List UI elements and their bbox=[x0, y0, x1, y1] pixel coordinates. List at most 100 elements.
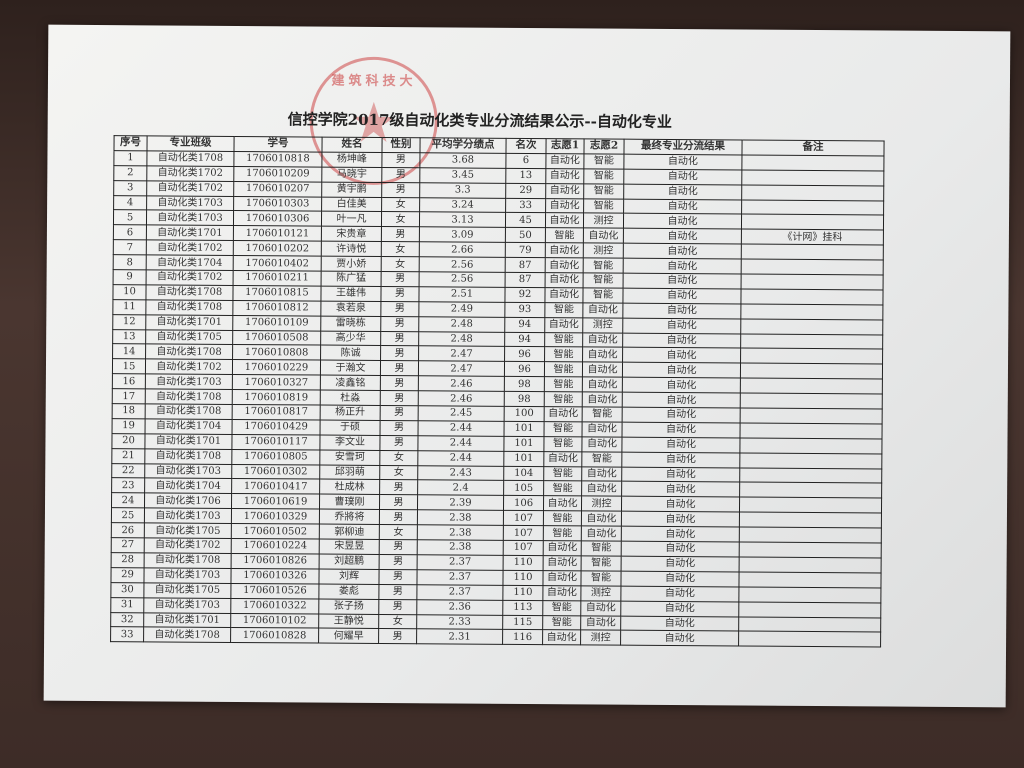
cell-choice-1: 自动化 bbox=[545, 242, 584, 259]
cell-class: 自动化类1708 bbox=[145, 284, 234, 301]
cell-gender: 男 bbox=[380, 316, 419, 332]
header-gender: 性别 bbox=[381, 137, 421, 153]
cell-seq: 20 bbox=[111, 433, 146, 449]
cell-choice-1: 智能 bbox=[542, 600, 581, 616]
cell-name: 陈广猛 bbox=[321, 271, 382, 287]
cell-student-id: 1706010102 bbox=[230, 612, 319, 629]
cell-choice-2: 自动化 bbox=[581, 481, 622, 497]
cell-final-result: 自动化 bbox=[622, 377, 741, 394]
cell-rank: 87 bbox=[505, 257, 546, 273]
cell-student-id: 1706010327 bbox=[232, 374, 321, 391]
cell-final-result: 自动化 bbox=[622, 392, 741, 409]
cell-name: 安雪珂 bbox=[319, 449, 380, 466]
cell-class: 自动化类1701 bbox=[146, 225, 234, 241]
cell-name: 王静悦 bbox=[318, 613, 379, 629]
cell-remark bbox=[741, 154, 884, 171]
cell-remark bbox=[739, 437, 883, 454]
cell-class: 自动化类1703 bbox=[146, 195, 234, 211]
cell-gpa: 2.38 bbox=[417, 539, 504, 556]
cell-final-result: 自动化 bbox=[623, 183, 742, 200]
cell-final-result: 自动化 bbox=[623, 243, 742, 260]
cell-seq: 16 bbox=[112, 373, 146, 389]
cell-choice-2: 智能 bbox=[581, 555, 622, 571]
cell-choice-2: 自动化 bbox=[581, 511, 622, 527]
cell-choice-1: 智能 bbox=[544, 302, 583, 318]
cell-seq: 22 bbox=[111, 463, 145, 479]
cell-gpa: 3.09 bbox=[419, 227, 506, 243]
cell-class: 自动化类1702 bbox=[146, 180, 234, 197]
cell-remark bbox=[739, 467, 882, 484]
stamp-text: 建筑科技大 bbox=[331, 73, 417, 90]
cell-choice-2: 测控 bbox=[581, 496, 622, 512]
cell-seq: 12 bbox=[112, 314, 146, 330]
cell-remark bbox=[740, 363, 883, 380]
cell-final-result: 自动化 bbox=[623, 198, 742, 215]
cell-name: 马晓宇 bbox=[321, 166, 382, 183]
cell-remark bbox=[740, 333, 883, 350]
cell-gender: 男 bbox=[378, 599, 417, 615]
cell-student-id: 1706010828 bbox=[230, 627, 319, 644]
cell-name: 曹璞刚 bbox=[319, 494, 380, 510]
cell-rank: 115 bbox=[502, 614, 543, 631]
paper-document: 建筑科技大 信控学院2017级自动化类专业分流结果公示--自动化专业 序号 专业班… bbox=[43, 24, 1011, 708]
cell-seq: 8 bbox=[113, 254, 147, 270]
cell-seq: 3 bbox=[113, 180, 147, 196]
cell-choice-2: 测控 bbox=[580, 630, 621, 646]
cell-rank: 107 bbox=[503, 510, 544, 526]
cell-class: 自动化类1704 bbox=[145, 418, 233, 435]
cell-class: 自动化类1708 bbox=[144, 448, 232, 465]
cell-gpa: 3.13 bbox=[419, 212, 506, 228]
cell-gender: 女 bbox=[379, 465, 418, 481]
cell-remark bbox=[739, 452, 882, 469]
cell-choice-1: 智能 bbox=[544, 421, 583, 437]
cell-name: 贾小娇 bbox=[321, 256, 382, 272]
cell-rank: 110 bbox=[502, 585, 543, 601]
cell-choice-1: 自动化 bbox=[543, 555, 582, 571]
cell-gpa: 2.44 bbox=[418, 420, 505, 437]
cell-class: 自动化类1703 bbox=[146, 210, 234, 226]
cell-student-id: 1706010619 bbox=[231, 493, 320, 510]
cell-seq: 32 bbox=[110, 612, 144, 628]
cell-choice-1: 智能 bbox=[543, 436, 583, 452]
cell-choice-1: 智能 bbox=[543, 525, 582, 541]
cell-name: 王雄伟 bbox=[320, 285, 382, 302]
cell-choice-1: 自动化 bbox=[545, 183, 584, 199]
cell-name: 李文业 bbox=[319, 434, 381, 451]
cell-gender: 男 bbox=[380, 360, 419, 376]
cell-student-id: 1706010808 bbox=[232, 344, 321, 361]
cell-seq: 19 bbox=[112, 418, 146, 434]
cell-gpa: 2.43 bbox=[417, 465, 504, 481]
results-table: 序号 专业班级 学号 姓名 性别 平均学分绩点 名次 志愿1 志愿2 最终专业分流结果 备注 1 自动… bbox=[110, 135, 885, 648]
cell-seq: 27 bbox=[111, 537, 145, 553]
cell-class: 自动化类1701 bbox=[144, 433, 233, 450]
cell-class: 自动化类1702 bbox=[146, 165, 234, 182]
cell-rank: 13 bbox=[505, 168, 546, 184]
cell-gender: 男 bbox=[379, 494, 418, 511]
cell-gpa: 2.46 bbox=[418, 375, 505, 392]
cell-choice-2: 智能 bbox=[583, 153, 624, 169]
cell-choice-1: 自动化 bbox=[544, 406, 583, 422]
cell-seq: 17 bbox=[112, 388, 146, 404]
cell-gender: 男 bbox=[378, 569, 418, 585]
cell-remark bbox=[739, 542, 882, 558]
cell-gender: 男 bbox=[381, 167, 420, 183]
cell-final-result: 自动化 bbox=[622, 332, 741, 349]
cell-student-id: 1706010121 bbox=[233, 225, 322, 242]
cell-gender: 男 bbox=[380, 345, 419, 362]
cell-final-result: 自动化 bbox=[620, 585, 739, 602]
cell-class: 自动化类1705 bbox=[143, 582, 231, 599]
cell-gender: 女 bbox=[381, 211, 420, 228]
cell-remark bbox=[738, 601, 881, 618]
cell-name: 高少华 bbox=[320, 330, 381, 346]
cell-gender: 男 bbox=[380, 390, 419, 406]
cell-student-id: 1706010302 bbox=[231, 464, 320, 480]
cell-name: 杜成林 bbox=[319, 479, 380, 495]
cell-choice-1: 智能 bbox=[544, 332, 583, 348]
cell-student-id: 1706010229 bbox=[232, 359, 321, 376]
cell-final-result: 自动化 bbox=[622, 422, 741, 438]
cell-gender: 男 bbox=[381, 152, 420, 168]
cell-student-id: 1706010812 bbox=[232, 300, 321, 316]
cell-gender: 男 bbox=[380, 420, 419, 436]
cell-choice-1: 自动化 bbox=[545, 168, 584, 184]
cell-final-result: 自动化 bbox=[623, 258, 742, 275]
